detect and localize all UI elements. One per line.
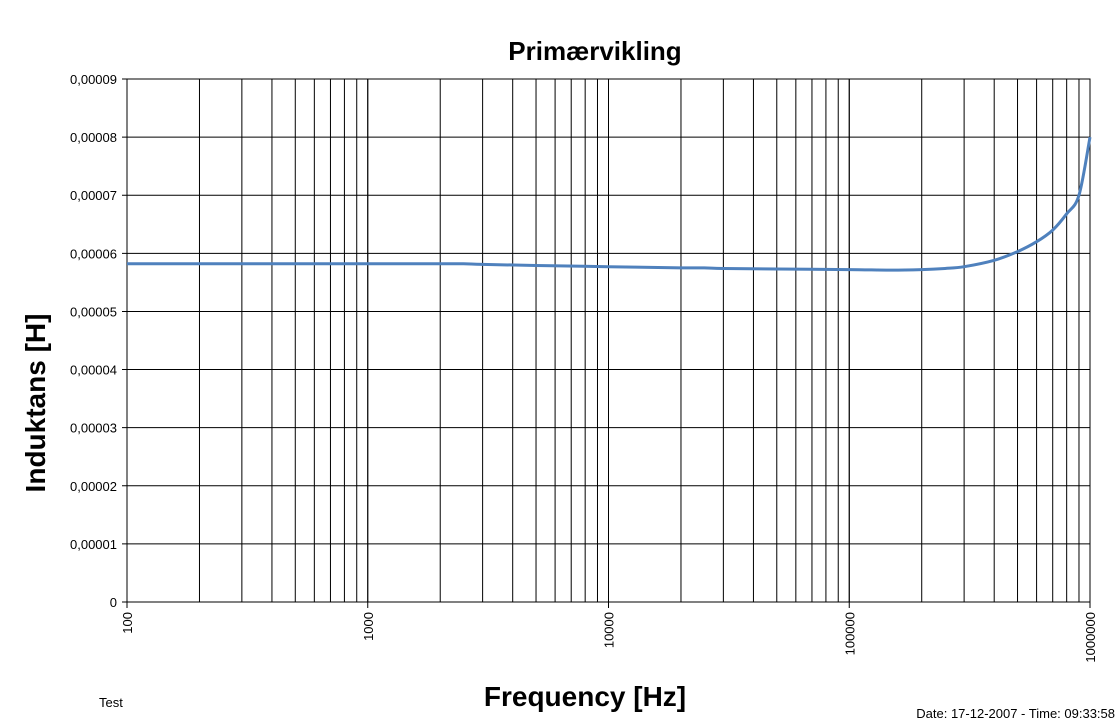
x-tick-label: 100000 [842,612,857,655]
footer-left-label: Test [99,695,123,710]
x-tick-label: 1000 [361,612,376,641]
inductance-series-line [127,136,1092,272]
y-tick-label: 0,00005 [70,304,117,319]
y-tick-label: 0,00003 [70,421,117,436]
x-tick-label: 1000000 [1083,612,1098,663]
x-axis-label: Frequency [Hz] [484,681,686,712]
x-tick-label: 100 [120,612,135,634]
y-tick-label: 0,00009 [70,72,117,87]
y-tick-label: 0,00006 [70,246,117,261]
y-tick-label: 0 [110,595,117,610]
y-axis-label: Induktans [H] [20,314,51,493]
footer-date-time: Date: 17-12-2007 - Time: 09:33:58 [916,706,1115,721]
y-tick-label: 0,00008 [70,130,117,145]
grid-lines [122,78,1091,603]
chart-title: Primærvikling [508,36,681,66]
y-axis: 0 0,00001 0,00002 0,00003 0,00004 0,00005 0,00… [70,72,117,610]
x-axis: 100 1000 10000 100000 1000000 [120,602,1098,663]
x-tick-label: 10000 [602,612,617,648]
y-tick-label: 0,00001 [70,537,117,552]
y-tick-label: 0,00007 [70,188,117,203]
y-tick-label: 0,00004 [70,363,117,378]
y-tick-label: 0,00002 [70,479,117,494]
